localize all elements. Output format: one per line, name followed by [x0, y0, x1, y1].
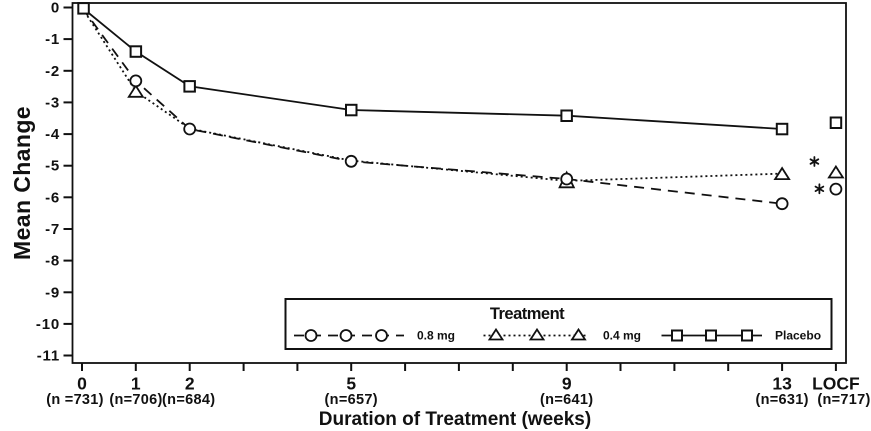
svg-text:(n=631): (n=631) — [755, 392, 808, 408]
svg-text:-4: -4 — [45, 126, 60, 143]
svg-text:13: 13 — [772, 374, 792, 394]
svg-text:Treatment: Treatment — [490, 305, 565, 323]
svg-text:(n=706): (n=706) — [109, 392, 162, 408]
svg-text:Placebo: Placebo — [775, 329, 821, 343]
svg-text:(n=717): (n=717) — [817, 392, 870, 408]
svg-text:-8: -8 — [45, 253, 60, 270]
svg-text:-6: -6 — [45, 189, 60, 206]
svg-text:2: 2 — [185, 374, 195, 394]
svg-text:(n=641): (n=641) — [540, 392, 593, 408]
svg-text:0: 0 — [77, 374, 87, 394]
svg-text:-9: -9 — [45, 284, 60, 301]
svg-text:-2: -2 — [45, 63, 60, 80]
svg-text:-1: -1 — [45, 31, 60, 48]
svg-text:5: 5 — [346, 374, 356, 394]
svg-text:Duration of Treatment (weeks): Duration of Treatment (weeks) — [319, 409, 591, 430]
svg-text:-10: -10 — [36, 316, 60, 333]
svg-text:0.8 mg: 0.8 mg — [417, 329, 455, 343]
svg-text:-3: -3 — [45, 94, 60, 111]
svg-text:1: 1 — [131, 374, 141, 394]
svg-text:-5: -5 — [45, 158, 60, 175]
svg-text:0: 0 — [51, 0, 60, 17]
svg-text:(n =731): (n =731) — [46, 392, 104, 408]
svg-text:(n=684): (n=684) — [162, 392, 215, 408]
svg-text:0.4 mg: 0.4 mg — [603, 329, 641, 343]
svg-text:-7: -7 — [45, 221, 60, 238]
svg-text:-11: -11 — [37, 348, 60, 365]
svg-text:Mean Change: Mean Change — [9, 106, 35, 260]
svg-text:(n=657): (n=657) — [325, 392, 378, 408]
svg-text:9: 9 — [562, 374, 572, 394]
svg-text:LOCF: LOCF — [812, 374, 860, 394]
